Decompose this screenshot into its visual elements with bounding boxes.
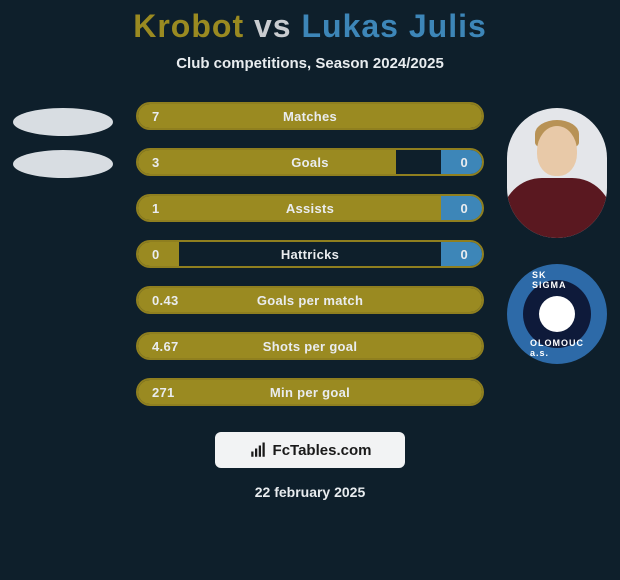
left-column [8,102,118,178]
player1-photo-placeholder [13,108,113,136]
chart-icon [249,441,267,459]
stats-column: 7Matches 3Goals0 1Assists0 0Hattricks0 0.43G… [136,102,484,406]
player2-photo [507,108,607,238]
stat-text: 0Hattricks0 [138,242,482,266]
stat-value-left: 0 [152,247,192,262]
stat-bar: 0.43Goals per match [136,286,484,314]
player2-club-badge: SK SIGMA OLOMOUC a.s. [507,264,607,364]
stat-bar: 271Min per goal [136,378,484,406]
right-column: SK SIGMA OLOMOUC a.s. [502,102,612,364]
footer-date: 22 february 2025 [0,484,620,500]
main-row: 7Matches 3Goals0 1Assists0 0Hattricks0 0.43G… [0,102,620,406]
stat-text: 7Matches [138,104,482,128]
club-text-top: SK SIGMA [532,270,582,290]
comparison-infographic: Krobot vs Lukas Julis Club competitions,… [0,0,620,580]
stat-bar: 0Hattricks0 [136,240,484,268]
stat-value-left: 271 [152,385,192,400]
stat-value-left: 0.43 [152,293,192,308]
stat-value-left: 1 [152,201,192,216]
stat-value-left: 7 [152,109,192,124]
site-logo: FcTables.com [215,432,405,468]
club-text-bottom: OLOMOUC a.s. [530,338,584,358]
stat-text: 4.67Shots per goal [138,334,482,358]
photo-jersey [507,178,607,238]
page-title: Krobot vs Lukas Julis [0,8,620,45]
stat-value-right: 0 [428,201,468,216]
stat-value-left: 4.67 [152,339,192,354]
stat-value-right: 0 [428,155,468,170]
title-player2: Lukas Julis [301,8,486,44]
photo-face [537,126,577,176]
stat-value-left: 3 [152,155,192,170]
stat-bar: 7Matches [136,102,484,130]
club-badge-ball [539,296,575,332]
stat-bar: 3Goals0 [136,148,484,176]
stat-text: 0.43Goals per match [138,288,482,312]
stat-text: 271Min per goal [138,380,482,404]
subtitle: Club competitions, Season 2024/2025 [0,55,620,72]
stat-bar: 1Assists0 [136,194,484,222]
site-logo-text: FcTables.com [273,442,372,459]
player1-club-placeholder [13,150,113,178]
stat-text: 3Goals0 [138,150,482,174]
title-player1: Krobot [133,8,244,44]
stat-value-right: 0 [428,247,468,262]
stat-bar: 4.67Shots per goal [136,332,484,360]
title-vs: vs [254,8,292,44]
stat-text: 1Assists0 [138,196,482,220]
